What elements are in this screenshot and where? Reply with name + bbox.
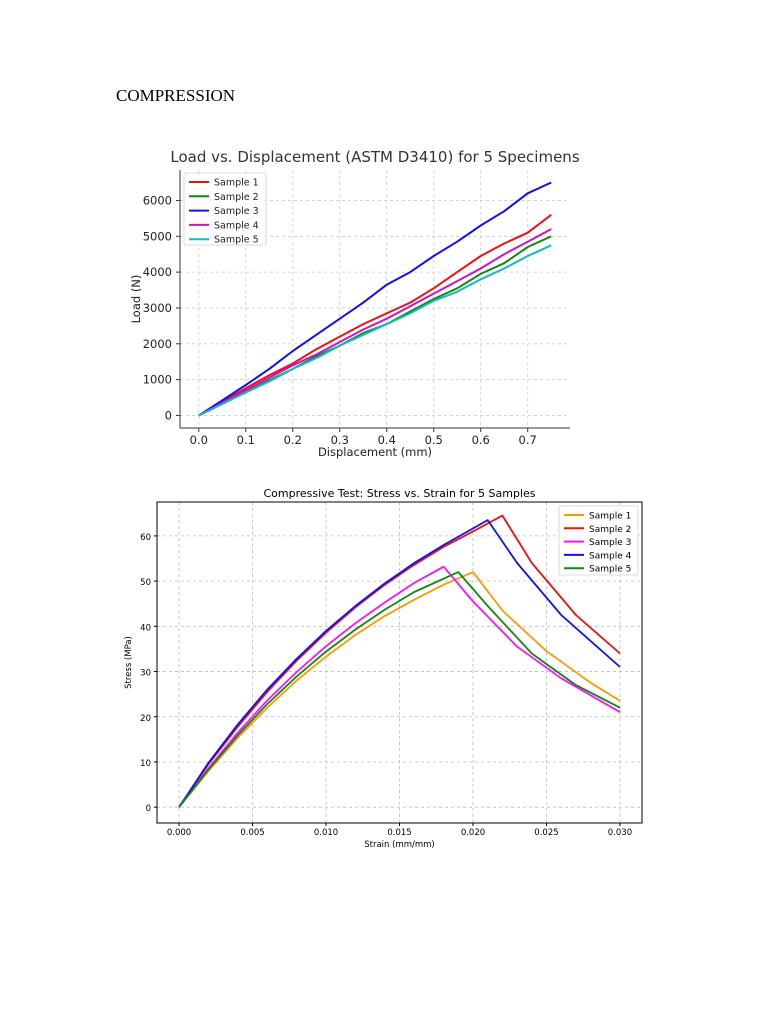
legend-label-sample-5: Sample 5 xyxy=(589,565,631,575)
x-axis-label: Strain (mm/mm) xyxy=(364,840,435,850)
y-tick-label: 1000 xyxy=(143,373,172,387)
x-tick-label: 0.025 xyxy=(534,828,558,838)
y-tick-label: 0 xyxy=(165,408,172,422)
y-tick-label: 40 xyxy=(140,623,151,633)
y-tick-label: 3000 xyxy=(143,301,172,315)
x-tick-label: 0.7 xyxy=(519,433,537,447)
y-tick-label: 0 xyxy=(146,804,151,814)
x-tick-label: 0.3 xyxy=(331,433,349,447)
y-tick-label: 20 xyxy=(140,714,151,724)
y-tick-label: 6000 xyxy=(143,193,172,207)
x-tick-label: 0.015 xyxy=(387,828,411,838)
legend-label-sample-2: Sample 2 xyxy=(589,525,631,535)
page-heading: COMPRESSION xyxy=(116,86,236,105)
y-tick-label: 50 xyxy=(140,578,151,588)
legend-label-sample-4: Sample 4 xyxy=(589,551,632,561)
legend-label-sample-5: Sample 5 xyxy=(214,235,259,246)
y-tick-label: 5000 xyxy=(143,229,172,243)
series-line-sample-1 xyxy=(178,571,621,808)
legend-label-sample-1: Sample 1 xyxy=(589,512,631,522)
y-tick-label: 2000 xyxy=(143,337,172,351)
chart-title: Compressive Test: Stress vs. Strain for … xyxy=(263,487,535,500)
series-line-sample-2 xyxy=(198,235,552,417)
legend-label-sample-4: Sample 4 xyxy=(214,220,259,231)
series-line-sample-1 xyxy=(198,214,552,417)
legend-box xyxy=(558,505,639,576)
x-tick-label: 0.5 xyxy=(425,433,443,447)
y-tick-label: 10 xyxy=(140,759,151,769)
series-line-sample-3 xyxy=(178,565,621,808)
y-axis-label: Load (N) xyxy=(129,275,143,324)
chart-legend: Sample 1 Sample 2 Sample 3 Sample 4 Sample 5 xyxy=(183,172,267,246)
x-tick-label: 0.1 xyxy=(237,433,255,447)
legend-box xyxy=(183,172,267,246)
y-tick-label: 60 xyxy=(140,533,151,543)
x-tick-label: 0.0 xyxy=(190,433,208,447)
x-tick-label: 0.2 xyxy=(284,433,302,447)
series-line-sample-5 xyxy=(178,571,621,808)
x-tick-label: 0.4 xyxy=(378,433,396,447)
x-tick-label: 0.000 xyxy=(167,828,191,838)
series-line-sample-4 xyxy=(178,519,621,808)
legend-label-sample-1: Sample 1 xyxy=(214,178,259,189)
x-axis-label: Displacement (mm) xyxy=(318,445,432,459)
series-line-sample-3 xyxy=(198,181,552,417)
chart-2: 0.000 0.005 0.010 0.015 0.020 0.025 0.030 0 10 20… xyxy=(124,487,643,850)
y-tick-label: 4000 xyxy=(143,265,172,279)
chart-title: Load vs. Displacement (ASTM D3410) for 5… xyxy=(170,148,579,166)
x-tick-label: 0.030 xyxy=(608,828,632,838)
x-tick-label: 0.6 xyxy=(472,433,490,447)
y-axis-label: Stress (MPa) xyxy=(124,636,134,689)
x-tick-label: 0.020 xyxy=(461,828,485,838)
legend-label-sample-3: Sample 3 xyxy=(214,206,259,217)
y-tick-label: 30 xyxy=(140,669,151,679)
legend-label-sample-2: Sample 2 xyxy=(214,192,259,203)
chart-1: 0.0 0.1 0.2 0.3 0.4 0.5 0.6 0.7 0 1000 2000 3000 400… xyxy=(129,148,580,459)
series-line-sample-2 xyxy=(178,514,621,808)
x-tick-label: 0.010 xyxy=(314,828,338,838)
x-tick-label: 0.005 xyxy=(240,828,264,838)
series-line-sample-5 xyxy=(198,244,552,417)
legend-label-sample-3: Sample 3 xyxy=(589,538,631,548)
chart-legend: Sample 1 Sample 2 Sample 3 Sample 4 Sample 5 xyxy=(558,505,639,576)
series-line-sample-4 xyxy=(198,228,552,417)
